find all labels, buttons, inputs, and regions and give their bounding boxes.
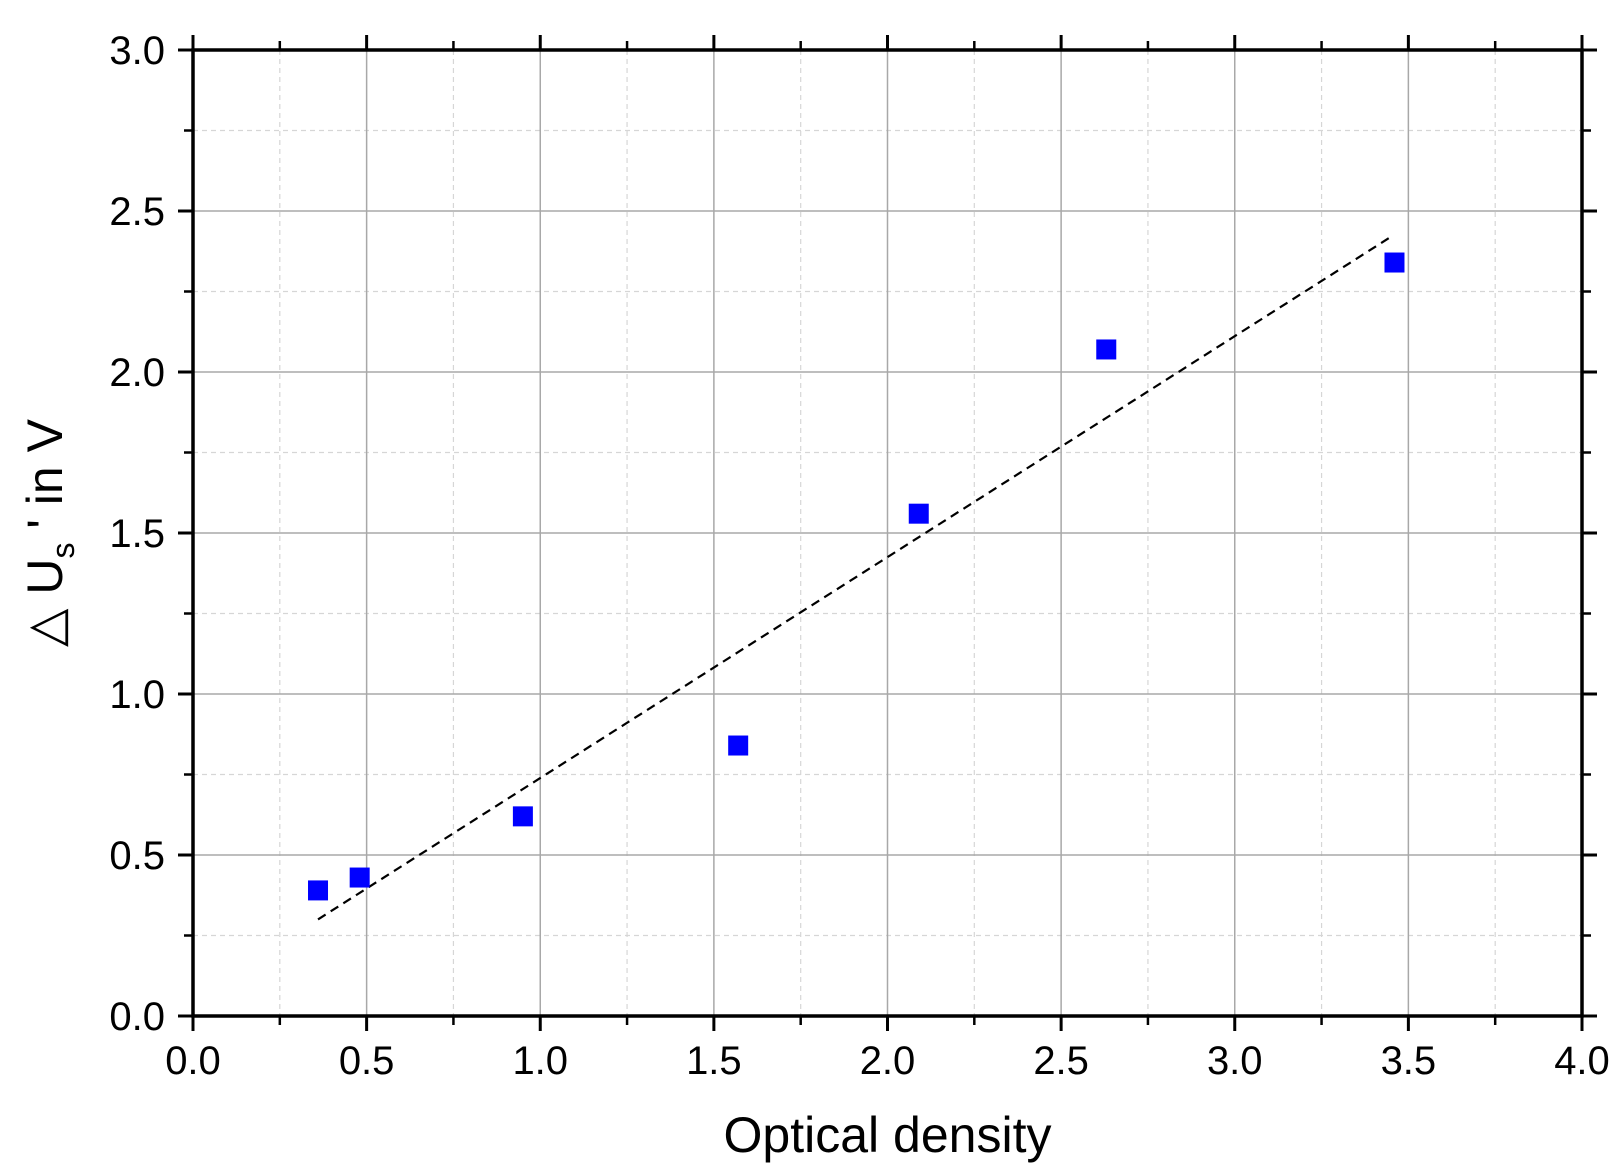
data-point xyxy=(728,735,749,756)
y-tick-label: 3.0 xyxy=(109,29,165,73)
y-tick-label: 2.0 xyxy=(109,351,165,395)
x-tick-labels: 0.0 0.5 1.0 1.5 2.0 2.5 3.0 3.5 4.0 xyxy=(165,1039,1610,1083)
data-point xyxy=(349,867,370,888)
x-tick-label: 2.0 xyxy=(860,1039,916,1083)
data-point xyxy=(1384,252,1405,273)
x-tick-label: 1.0 xyxy=(512,1039,568,1083)
y-tick-label: 1.0 xyxy=(109,673,165,717)
data-points xyxy=(308,252,1405,901)
x-axis-title: Optical density xyxy=(724,1107,1052,1163)
x-tick-label: 3.0 xyxy=(1207,1039,1263,1083)
y-axis-title-suffix: ' in V xyxy=(17,418,73,542)
y-tick-label: 0.5 xyxy=(109,834,165,878)
axis-ticks xyxy=(178,35,1597,1031)
fit-line xyxy=(317,235,1392,921)
data-point xyxy=(908,503,929,524)
x-tick-label: 4.0 xyxy=(1554,1039,1610,1083)
data-point xyxy=(1096,339,1117,360)
x-tick-label: 0.0 xyxy=(165,1039,221,1083)
y-tick-label: 2.5 xyxy=(109,190,165,234)
y-tick-label: 1.5 xyxy=(109,512,165,556)
fit-line-layer xyxy=(317,235,1392,921)
x-tick-label: 0.5 xyxy=(339,1039,395,1083)
y-tick-label: 0.0 xyxy=(109,995,165,1039)
x-tick-label: 2.5 xyxy=(1033,1039,1089,1083)
y-tick-labels: 0.0 0.5 1.0 1.5 2.0 2.5 3.0 xyxy=(109,29,165,1039)
data-point xyxy=(308,880,329,901)
x-tick-label: 3.5 xyxy=(1381,1039,1437,1083)
data-point xyxy=(512,806,533,827)
y-axis-title-main: △ U xyxy=(17,559,73,647)
y-axis-title: △ Us ' in V xyxy=(17,418,81,647)
y-axis-title-subscript: s xyxy=(45,543,81,559)
major-grid xyxy=(193,50,1582,1016)
x-tick-label: 1.5 xyxy=(686,1039,742,1083)
